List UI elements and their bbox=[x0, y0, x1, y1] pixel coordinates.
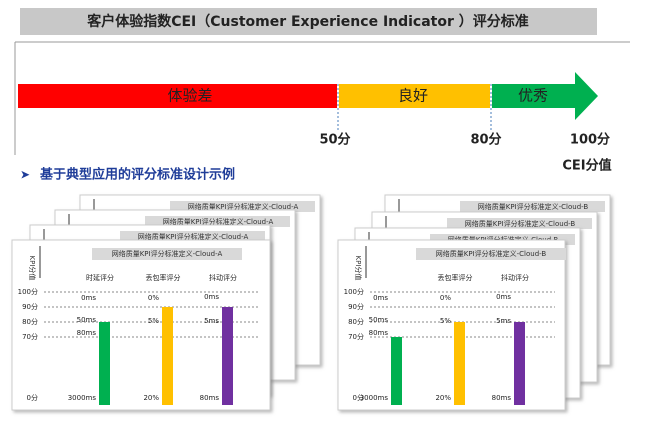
level-label: 0% bbox=[440, 294, 451, 302]
level-label: 80ms bbox=[492, 394, 512, 402]
card-header bbox=[120, 231, 265, 242]
y-tick-label: 90分 bbox=[22, 302, 38, 311]
level-label: 5ms bbox=[496, 317, 511, 325]
level-label: 0ms bbox=[496, 293, 511, 301]
y-tick-label: 70分 bbox=[22, 332, 38, 341]
segment-poor bbox=[18, 84, 337, 108]
level-label: 5% bbox=[148, 317, 159, 325]
y-axis-label: KPI分值 bbox=[354, 256, 363, 281]
card-title: 网络质量KPI评分标准定义-Cloud-A bbox=[163, 217, 274, 226]
card-header bbox=[145, 216, 290, 227]
segment-label: 良好 bbox=[398, 87, 428, 105]
level-label: 0ms bbox=[81, 294, 96, 302]
y-tick-label: 100分 bbox=[344, 287, 364, 296]
y-tick-label: 80分 bbox=[348, 317, 364, 326]
level-label: 3000ms bbox=[360, 394, 389, 402]
y-tick-label: 90分 bbox=[348, 302, 364, 311]
card-title: 网络质量KPI评分标准定义-Cloud-B bbox=[478, 202, 589, 211]
level-label: 50ms bbox=[77, 316, 97, 324]
level-label: 80ms bbox=[200, 394, 220, 402]
card-title: 网络质量KPI评分标准定义-Cloud-B bbox=[436, 249, 547, 258]
level-label: 5% bbox=[440, 317, 451, 325]
level-label: 0ms bbox=[204, 293, 219, 301]
title-bar bbox=[20, 8, 597, 35]
axis-label: CEI分值 bbox=[562, 158, 611, 174]
column-title: 抖动评分 bbox=[501, 273, 529, 282]
card-title: 网络质量KPI评分标准定义-Cloud-A bbox=[112, 249, 223, 258]
bar bbox=[391, 337, 402, 405]
bar bbox=[162, 307, 173, 405]
card-title: 网络质量KPI评分标准定义-Cloud-A bbox=[138, 232, 249, 241]
column-title: 丢包率评分 bbox=[438, 273, 473, 282]
segment-label: 优秀 bbox=[518, 87, 548, 105]
title: 客户体验指数CEI（Customer Experience Indicator … bbox=[86, 13, 529, 30]
bullet: ➤ bbox=[20, 168, 30, 182]
bar bbox=[514, 322, 525, 405]
card bbox=[337, 239, 566, 411]
bar bbox=[222, 307, 233, 405]
card-header bbox=[416, 248, 566, 260]
level-label: 80ms bbox=[77, 329, 97, 337]
y-tick-label: 0分 bbox=[27, 393, 38, 402]
segment-good bbox=[339, 84, 490, 108]
level-label: 0% bbox=[148, 294, 159, 302]
level-label: 20% bbox=[435, 394, 451, 402]
card-header bbox=[92, 248, 242, 260]
column-title: 丢包率评分 bbox=[146, 273, 181, 282]
scale-mark: 50分 bbox=[319, 132, 350, 148]
level-label: 3000ms bbox=[68, 394, 97, 402]
level-label: 5ms bbox=[204, 317, 219, 325]
card-title: 网络质量KPI评分标准定义-Cloud-B bbox=[465, 219, 576, 228]
bar bbox=[454, 322, 465, 405]
cards: 网络质量KPI评分标准定义-Cloud-A 网络质量KPI评分标准定义-Cloud… bbox=[11, 194, 611, 411]
y-tick-label: 100分 bbox=[18, 287, 38, 296]
level-label: 80ms bbox=[369, 329, 389, 337]
column-title: 时延评分 bbox=[86, 273, 114, 282]
y-tick-label: 70分 bbox=[348, 332, 364, 341]
segment-excellent bbox=[492, 72, 598, 120]
level-label: 20% bbox=[143, 394, 159, 402]
bar bbox=[99, 322, 110, 405]
y-axis-label: KPI分值 bbox=[28, 256, 37, 281]
card-header bbox=[170, 201, 315, 212]
scale-mark: 80分 bbox=[470, 132, 501, 148]
scale-mark: 100分 bbox=[570, 132, 610, 148]
level-label: 50ms bbox=[369, 316, 389, 324]
y-tick-label: 0分 bbox=[353, 393, 364, 402]
card-title: 网络质量KPI评分标准定义-Cloud-A bbox=[188, 202, 299, 211]
card-header bbox=[447, 218, 592, 229]
level-label: 0ms bbox=[373, 294, 388, 302]
y-tick-label: 80分 bbox=[22, 317, 38, 326]
card-header bbox=[460, 201, 605, 212]
column-title: 抖动评分 bbox=[209, 273, 237, 282]
segment-label: 体验差 bbox=[167, 87, 212, 105]
section-heading: 基于典型应用的评分标准设计示例 bbox=[39, 167, 235, 183]
